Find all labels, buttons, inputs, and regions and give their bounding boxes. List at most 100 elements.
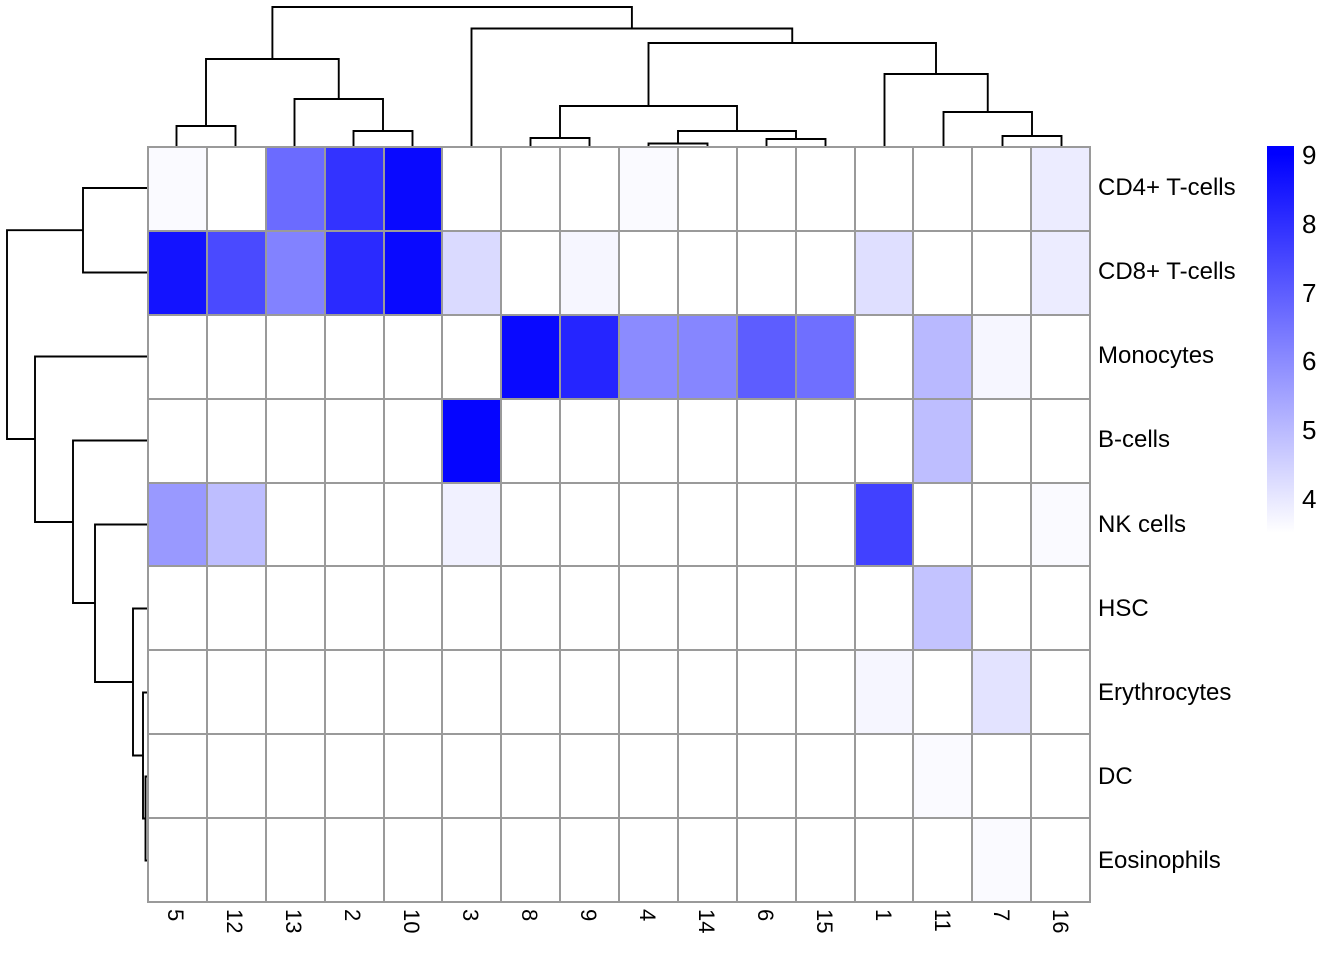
heatmap-cell: [972, 230, 1032, 315]
heatmap-cell: [1031, 818, 1090, 902]
dendrogram-branch: [205, 58, 340, 126]
dendrogram-branch: [82, 187, 147, 274]
column-label: 16: [1047, 909, 1073, 934]
heatmap-cell: [736, 566, 796, 651]
heatmap-cell: [442, 230, 502, 315]
heatmap-cell: [854, 650, 914, 735]
heatmap-cell: [972, 398, 1032, 483]
column-label: 8: [516, 909, 542, 922]
heatmap-cell: [1031, 650, 1090, 735]
row-label: CD4+ T-cells: [1098, 174, 1236, 202]
heatmap-cell: [383, 482, 443, 567]
heatmap-cell: [501, 398, 561, 483]
dendrogram-branch: [1001, 135, 1063, 146]
dendrogram-branch: [132, 607, 147, 757]
heatmap-cell: [677, 314, 737, 399]
heatmap-cell: [619, 147, 678, 231]
heatmap-cell: [148, 650, 207, 735]
heatmap-cell: [854, 398, 914, 483]
legend-tick-label: 5: [1302, 415, 1317, 446]
heatmap-cell: [972, 818, 1032, 902]
heatmap-cell: [324, 734, 384, 819]
heatmap-cell: [795, 650, 855, 735]
heatmap-cell: [1031, 566, 1090, 651]
dendrogram-branch: [94, 523, 147, 683]
heatmap-cell: [148, 147, 207, 231]
row-label: Eosinophils: [1098, 846, 1221, 874]
heatmap-cell: [736, 398, 796, 483]
heatmap-cell: [972, 314, 1032, 399]
heatmap-cell: [560, 398, 619, 483]
heatmap-cell: [913, 818, 973, 902]
heatmap-cell: [206, 566, 266, 651]
heatmap-cell: [206, 230, 266, 315]
column-label: 1: [870, 909, 896, 922]
heatmap-cell: [972, 482, 1032, 567]
heatmap-cell: [854, 314, 914, 399]
heatmap-cell: [795, 398, 855, 483]
heatmap-cell: [972, 650, 1032, 735]
dendrogram-branch: [6, 229, 83, 440]
heatmap-cell: [795, 482, 855, 567]
heatmap-cell: [206, 398, 266, 483]
heatmap-cell: [795, 147, 855, 231]
heatmap-cell: [677, 818, 737, 902]
dendrogram-branch: [883, 73, 989, 146]
heatmap-cell: [442, 314, 502, 399]
dendrogram-branch: [72, 439, 147, 604]
heatmap-cell: [442, 650, 502, 735]
heatmap-cell: [854, 147, 914, 231]
heatmap-cell: [560, 482, 619, 567]
legend-tick-label: 6: [1302, 346, 1317, 377]
dendrogram-branch: [559, 105, 738, 138]
heatmap-cell: [972, 566, 1032, 651]
heatmap-cell: [265, 566, 325, 651]
heatmap-cell: [206, 314, 266, 399]
dendrogram-branch: [175, 125, 237, 146]
row-label: Monocytes: [1098, 342, 1215, 370]
heatmap-cell: [619, 566, 678, 651]
heatmap-cell: [677, 147, 737, 231]
heatmap-cell: [324, 314, 384, 399]
heatmap-cell: [913, 734, 973, 819]
heatmap-cell: [619, 314, 678, 399]
heatmap-cell: [324, 818, 384, 902]
heatmap-cell: [148, 566, 207, 651]
heatmap-cell: [383, 566, 443, 651]
heatmap-cell: [206, 734, 266, 819]
column-label: 2: [339, 909, 365, 922]
heatmap-cell: [206, 147, 266, 231]
row-dendrogram: [6, 187, 147, 862]
heatmap-cell: [913, 566, 973, 651]
heatmap-cell: [736, 818, 796, 902]
heatmap-cell: [677, 398, 737, 483]
heatmap-cell: [736, 230, 796, 315]
heatmap-cell: [854, 734, 914, 819]
heatmap-cell: [560, 230, 619, 315]
heatmap-cell: [972, 734, 1032, 819]
column-label: 4: [634, 909, 660, 922]
heatmap-cell: [736, 650, 796, 735]
heatmap-cell: [795, 734, 855, 819]
heatmap-cell: [265, 230, 325, 315]
heatmap-cell: [560, 147, 619, 231]
heatmap-cell: [736, 147, 796, 231]
heatmap-cell: [442, 398, 502, 483]
column-label: 10: [398, 909, 424, 934]
column-dendrogram: [175, 6, 1063, 146]
heatmap-cell: [501, 734, 561, 819]
heatmap-cell: [206, 650, 266, 735]
heatmap-cell: [265, 398, 325, 483]
dendrogram-branch: [470, 27, 794, 146]
heatmap-cell: [383, 818, 443, 902]
heatmap-cell: [324, 398, 384, 483]
legend-tick-label: 4: [1302, 484, 1317, 514]
dendrogram-branch: [765, 138, 827, 146]
heatmap-cell: [795, 818, 855, 902]
heatmap-cell: [148, 230, 207, 315]
heatmap-cell: [677, 650, 737, 735]
heatmap-cell: [206, 818, 266, 902]
heatmap-cell: [795, 230, 855, 315]
dendrogram-branch: [293, 98, 384, 146]
